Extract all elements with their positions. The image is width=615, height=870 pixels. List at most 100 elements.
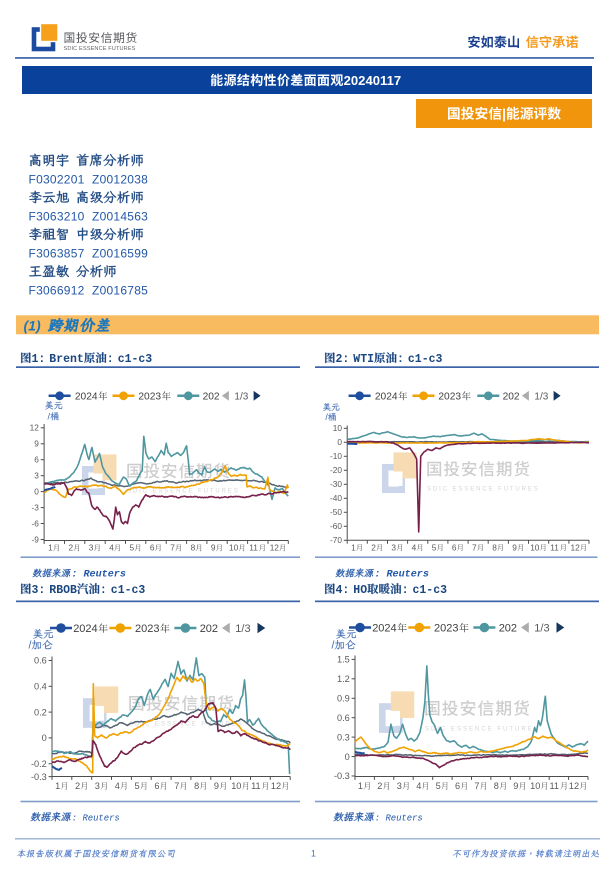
svg-text:c1-c3: c1-c3 — [408, 353, 443, 366]
svg-text:c1-c3: c1-c3 — [111, 584, 146, 597]
svg-text:0: 0 — [337, 437, 342, 447]
svg-text:11: 11 — [550, 781, 560, 791]
svg-text:-3: -3 — [32, 503, 40, 513]
svg-text:0.6: 0.6 — [337, 713, 350, 723]
svg-text:1/3: 1/3 — [235, 623, 250, 635]
svg-text:2023: 2023 — [438, 392, 461, 403]
svg-text:9: 9 — [214, 781, 219, 791]
svg-text:SDIC ESSENCE FUTURES: SDIC ESSENCE FUTURES — [129, 720, 244, 727]
svg-text:: Reuters: : Reuters — [71, 569, 126, 580]
svg-text:: Reuters: : Reuters — [72, 813, 120, 823]
svg-text:5: 5 — [130, 543, 135, 553]
svg-text::: : — [100, 584, 107, 597]
svg-text:-30: -30 — [330, 479, 342, 489]
svg-text:-20: -20 — [330, 465, 342, 475]
svg-text:Z0014563: Z0014563 — [92, 209, 148, 223]
svg-text:5: 5 — [135, 781, 140, 791]
svg-text:3: 3 — [391, 542, 396, 552]
svg-text:6: 6 — [452, 542, 457, 552]
svg-text:11: 11 — [251, 781, 261, 791]
svg-text:0.6: 0.6 — [34, 656, 47, 666]
svg-text:0: 0 — [42, 733, 47, 743]
svg-text:202: 202 — [499, 623, 517, 635]
svg-text:F3063210: F3063210 — [29, 209, 85, 223]
svg-text:1:: 1: — [32, 353, 46, 366]
svg-text:1: 1 — [55, 781, 60, 791]
svg-text:3: 3 — [95, 781, 100, 791]
svg-text:4: 4 — [412, 542, 417, 552]
svg-text::: : — [107, 353, 114, 366]
svg-text:-9: -9 — [32, 534, 40, 544]
svg-text:F3063857: F3063857 — [29, 246, 85, 260]
svg-text:8: 8 — [494, 781, 499, 791]
svg-text:Z0016599: Z0016599 — [92, 246, 148, 260]
svg-text:3: 3 — [397, 781, 402, 791]
svg-text:9: 9 — [34, 439, 39, 449]
svg-text:-0.3: -0.3 — [31, 772, 47, 782]
svg-text:6: 6 — [154, 781, 159, 791]
svg-text:7: 7 — [474, 781, 479, 791]
svg-text:12: 12 — [569, 781, 579, 791]
svg-text:|: | — [502, 107, 506, 122]
svg-text:1: 1 — [48, 543, 53, 553]
svg-text:-60: -60 — [330, 521, 342, 531]
svg-text:/: / — [332, 640, 335, 652]
svg-text:-40: -40 — [330, 493, 342, 503]
svg-text:SDIC ESSENCE FUTURES: SDIC ESSENCE FUTURES — [64, 46, 136, 52]
svg-text:6: 6 — [455, 781, 460, 791]
svg-text:2023: 2023 — [138, 392, 161, 403]
svg-text:9: 9 — [513, 781, 518, 791]
svg-text:10: 10 — [530, 542, 540, 552]
svg-text:3: 3 — [89, 543, 94, 553]
svg-text:8: 8 — [492, 542, 497, 552]
svg-text:8: 8 — [191, 543, 196, 553]
svg-text:-6: -6 — [32, 518, 40, 528]
svg-text:0: 0 — [345, 752, 350, 762]
svg-text:-70: -70 — [330, 535, 342, 545]
svg-text:SDIC ESSENCE FUTURES: SDIC ESSENCE FUTURES — [127, 489, 240, 495]
svg-text:RBOB: RBOB — [49, 584, 77, 597]
svg-text:SDIC ESSENCE FUTURES: SDIC ESSENCE FUTURES — [427, 487, 540, 493]
svg-text:1/3: 1/3 — [534, 391, 548, 402]
svg-text:20240117: 20240117 — [344, 73, 402, 88]
svg-text:2:: 2: — [336, 353, 350, 366]
svg-text:1: 1 — [311, 849, 316, 859]
svg-text:3:: 3: — [32, 584, 46, 597]
svg-text:HO: HO — [353, 584, 367, 597]
svg-text:2024: 2024 — [75, 392, 98, 403]
svg-text:SDIC ESSENCE FUTURES: SDIC ESSENCE FUTURES — [425, 725, 540, 732]
svg-text:/: / — [325, 412, 328, 422]
svg-text:4: 4 — [416, 781, 421, 791]
svg-text:12: 12 — [571, 542, 581, 552]
svg-text:10: 10 — [231, 781, 241, 791]
svg-text:0.3: 0.3 — [337, 732, 350, 742]
svg-text:2024: 2024 — [73, 623, 97, 635]
svg-text:7: 7 — [472, 542, 477, 552]
svg-text::: : — [397, 353, 404, 366]
svg-text:: Reuters: : Reuters — [375, 813, 423, 823]
svg-text:8: 8 — [194, 781, 199, 791]
svg-text:0.2: 0.2 — [34, 707, 47, 717]
svg-text:10: 10 — [530, 781, 540, 791]
svg-text:-0.2: -0.2 — [31, 759, 47, 769]
svg-text:-50: -50 — [330, 507, 342, 517]
svg-text:Z0016785: Z0016785 — [92, 283, 148, 297]
svg-text:10: 10 — [229, 543, 239, 553]
svg-text:F0302201: F0302201 — [29, 172, 85, 186]
svg-text:4: 4 — [115, 781, 120, 791]
svg-text:-0.3: -0.3 — [334, 771, 350, 781]
svg-text:1: 1 — [358, 781, 363, 791]
svg-text:F3066912: F3066912 — [29, 283, 85, 297]
svg-text:3: 3 — [34, 471, 39, 481]
svg-text:2: 2 — [371, 542, 376, 552]
svg-text:2024: 2024 — [375, 392, 398, 403]
svg-text:2023: 2023 — [434, 623, 458, 635]
svg-text:202: 202 — [200, 623, 218, 635]
svg-text:WTI: WTI — [353, 353, 374, 366]
svg-text:11: 11 — [550, 542, 559, 552]
svg-text:1/3: 1/3 — [534, 623, 549, 635]
svg-text:5: 5 — [432, 542, 437, 552]
svg-text:: Reuters: : Reuters — [374, 569, 429, 580]
svg-text:2: 2 — [69, 543, 74, 553]
svg-text:0: 0 — [34, 487, 39, 497]
